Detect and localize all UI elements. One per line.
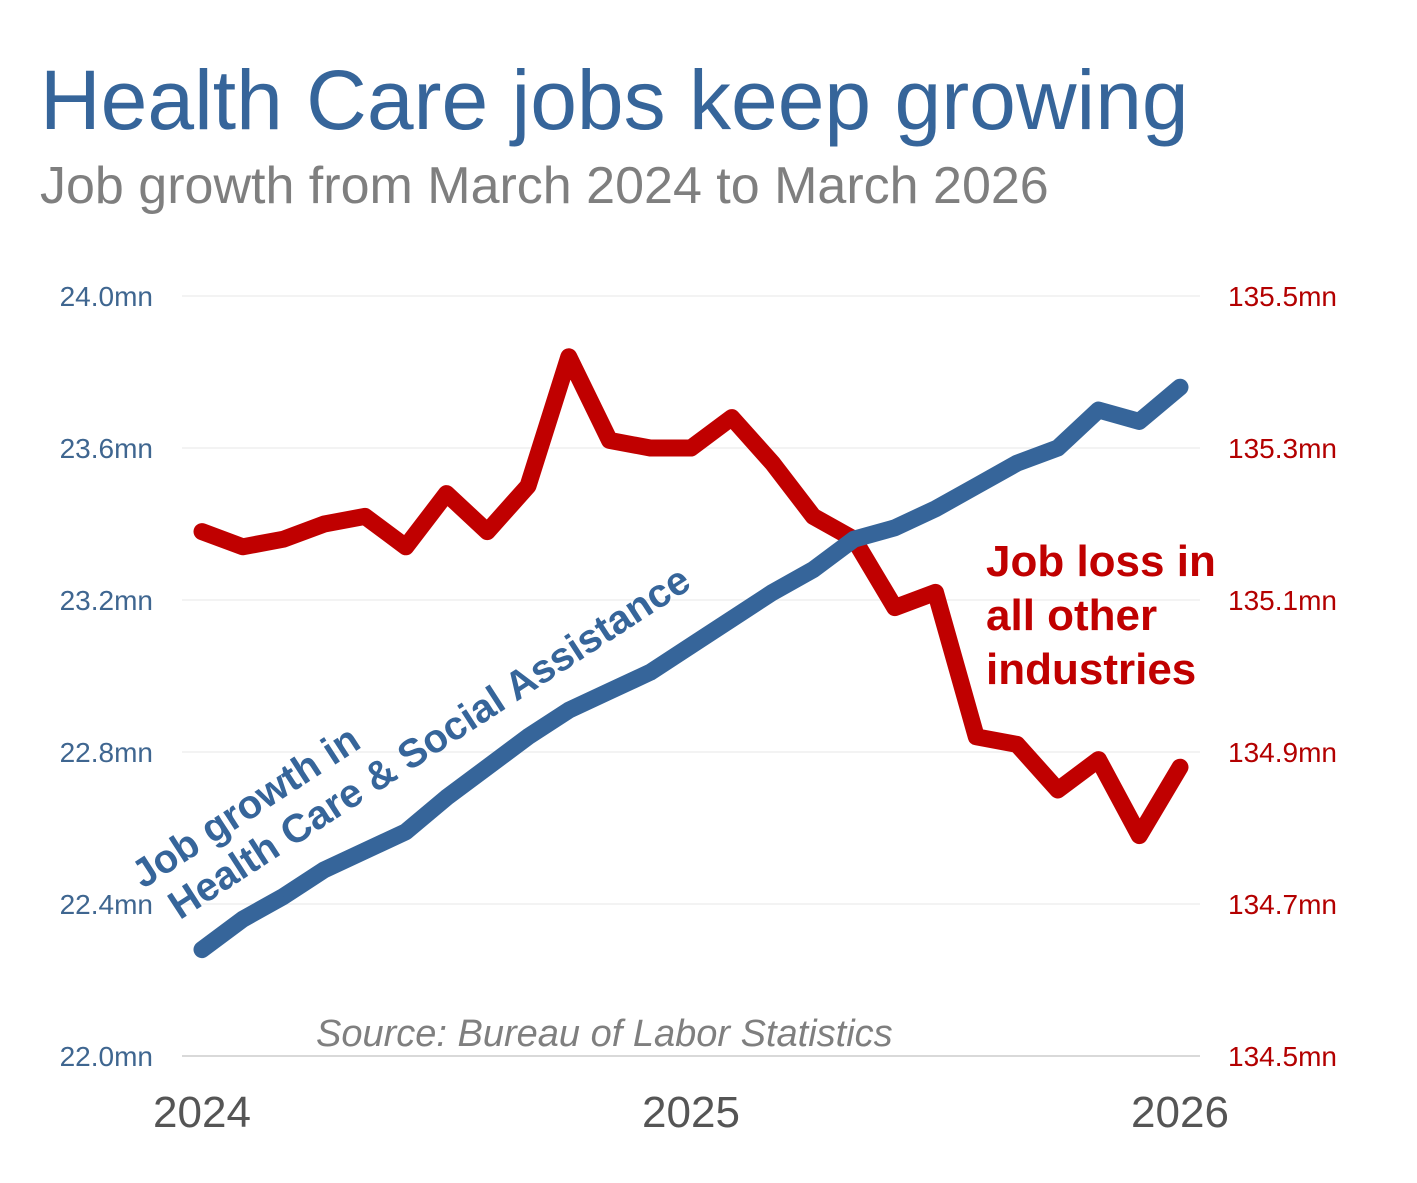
hc-label-line-2: Health Care & Social Assistance [161,558,698,928]
other-series-label: Job loss in all other industries [986,537,1216,694]
hc-series-label: Job growth in Health Care & Social Assis… [124,558,698,928]
other-label-line-1: Job loss in [986,537,1216,586]
x-axis-ticks: 2024 2025 2026 [153,1088,1229,1137]
series-lines [193,348,1189,959]
right-tick-label: 135.3mn [1228,433,1337,464]
right-tick-label: 134.9mn [1228,737,1337,768]
chart-subtitle: Job growth from March 2024 to March 2026 [40,157,1049,215]
right-axis-ticks: 135.5mn 135.3mn 135.1mn 134.9mn 134.7mn 134.5… [1228,281,1337,1072]
right-tick-label: 134.7mn [1228,889,1337,920]
left-tick-label: 22.4mn [60,889,153,920]
left-axis-ticks: 24.0mn 23.6mn 23.2mn 22.8mn 22.4mn 22.0mn [60,281,153,1072]
left-tick-label: 23.6mn [60,433,153,464]
left-tick-label: 22.0mn [60,1041,153,1072]
source-note: Source: Bureau of Labor Statistics [316,1013,893,1055]
other-label-line-2: all other [986,591,1157,640]
chart-title: Health Care jobs keep growing [40,53,1189,147]
right-tick-label: 135.1mn [1228,585,1337,616]
x-tick-label: 2024 [153,1088,251,1137]
x-tick-label: 2025 [642,1088,740,1137]
right-tick-label: 135.5mn [1228,281,1337,312]
right-tick-label: 134.5mn [1228,1041,1337,1072]
left-tick-label: 24.0mn [60,281,153,312]
other-label-line-3: industries [986,645,1196,694]
left-tick-label: 23.2mn [60,585,153,616]
left-tick-label: 22.8mn [60,737,153,768]
x-tick-label: 2026 [1131,1088,1229,1137]
